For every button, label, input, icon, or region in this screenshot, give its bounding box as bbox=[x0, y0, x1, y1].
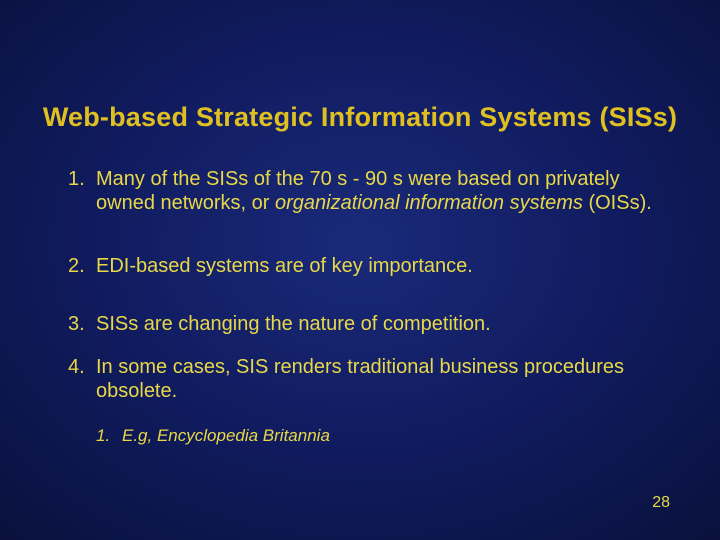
item-text: EDI-based systems are of key importance. bbox=[96, 254, 652, 278]
item-text: Many of the SISs of the 70 s - 90 s were… bbox=[96, 167, 652, 216]
page-number: 28 bbox=[652, 494, 670, 512]
item-number: 4. bbox=[68, 355, 92, 379]
slide-title: Web-based Strategic Information Systems … bbox=[0, 0, 720, 133]
list-item: 3. SISs are changing the nature of compe… bbox=[68, 312, 652, 336]
list-item: 2. EDI-based systems are of key importan… bbox=[68, 254, 652, 278]
slide: Web-based Strategic Information Systems … bbox=[0, 0, 720, 540]
item-number: 3. bbox=[68, 312, 92, 336]
subitem-number: 1. bbox=[96, 425, 118, 446]
slide-body: 1. Many of the SISs of the 70 s - 90 s w… bbox=[0, 133, 720, 447]
item-number: 1. bbox=[68, 167, 92, 191]
item-number: 2. bbox=[68, 254, 92, 278]
list-item: 1. Many of the SISs of the 70 s - 90 s w… bbox=[68, 167, 652, 216]
subitem-text: E.g, Encyclopedia Britannia bbox=[122, 425, 652, 446]
item-text: In some cases, SIS renders traditional b… bbox=[96, 355, 652, 404]
list-item: 4. In some cases, SIS renders traditiona… bbox=[68, 355, 652, 404]
item-text: SISs are changing the nature of competit… bbox=[96, 312, 652, 336]
sub-list-item: 1. E.g, Encyclopedia Britannia bbox=[96, 425, 652, 446]
